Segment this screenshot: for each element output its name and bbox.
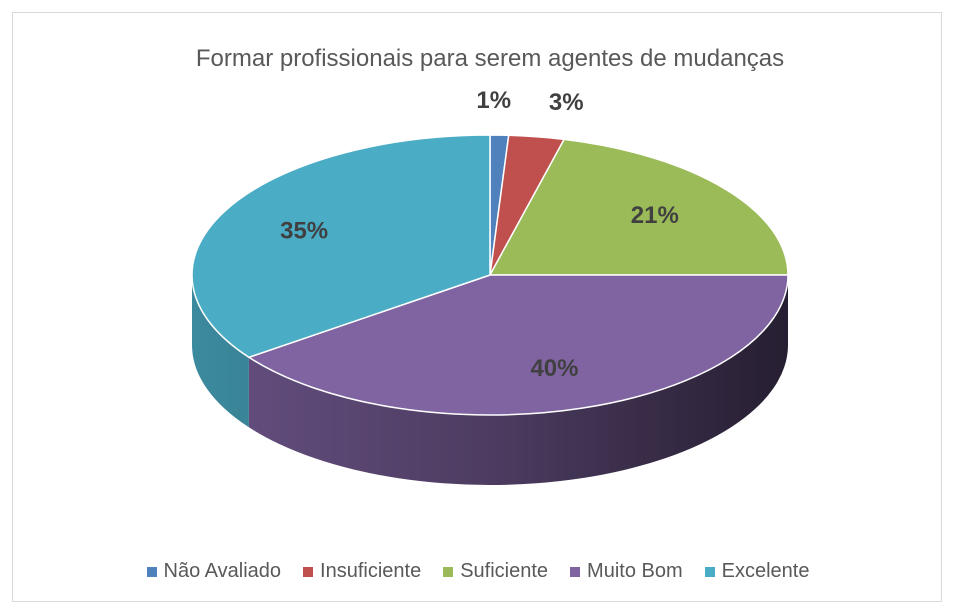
chart-frame — [12, 12, 942, 602]
legend-item: Excelente — [704, 560, 810, 583]
legend-label: Excelente — [721, 560, 810, 582]
legend: Não Avaliado Insuficiente Suficiente Muito … — [0, 560, 956, 583]
data-label: 1% — [476, 87, 511, 114]
legend-swatch — [570, 566, 581, 577]
legend-swatch — [704, 566, 715, 577]
legend-label: Insuficiente — [320, 560, 422, 582]
slice — [247, 274, 789, 416]
chart-title: Formar profissionais para serem agentes … — [196, 45, 784, 72]
legend-item: Não Avaliado — [146, 560, 282, 583]
side-walls — [192, 275, 788, 485]
legend-swatch — [443, 566, 454, 577]
legend-swatch — [146, 566, 157, 577]
data-label: 21% — [631, 202, 679, 229]
data-label: 3% — [549, 89, 584, 116]
slice — [488, 138, 789, 276]
legend-item: Muito Bom — [570, 560, 683, 583]
legend-item: Insuficiente — [303, 560, 421, 583]
legend-label: Não Avaliado — [163, 560, 282, 582]
data-label: 40% — [530, 355, 578, 382]
data-label: 35% — [280, 218, 328, 245]
legend-label: Muito Bom — [587, 560, 683, 582]
legend-label: Suficiente — [460, 560, 549, 582]
slice — [191, 134, 491, 359]
slice-side — [248, 275, 788, 485]
legend-swatch — [303, 566, 314, 577]
slice-side — [192, 275, 249, 428]
legend-item: Suficiente — [443, 560, 548, 583]
